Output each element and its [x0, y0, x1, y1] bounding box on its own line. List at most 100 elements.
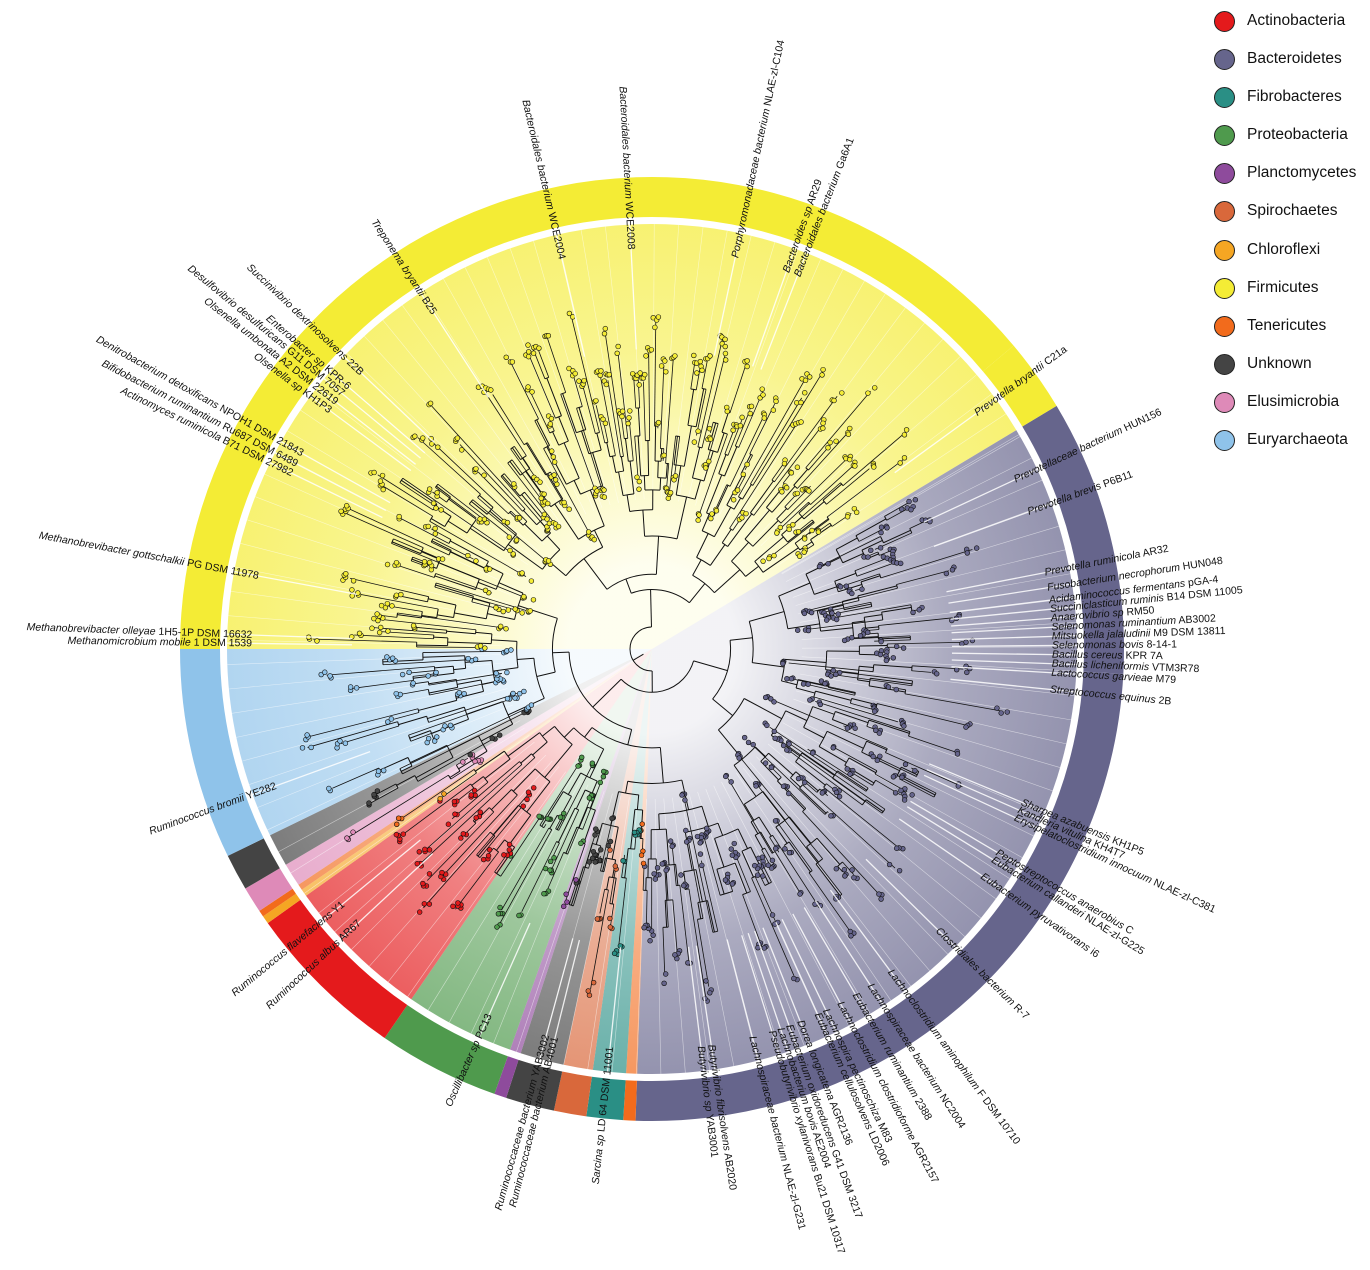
tree-branch: [724, 430, 734, 455]
tree-branch: [837, 671, 913, 682]
tree-branch: [781, 680, 798, 686]
tree-branch: [477, 835, 496, 857]
legend-label: Chloroflexi: [1247, 240, 1321, 258]
tree-branch: [820, 522, 831, 531]
fan-gap-line: [240, 543, 507, 612]
tip-node: [529, 389, 535, 395]
ring-segment-tenericutes: [623, 1080, 637, 1121]
tree-branch: [507, 462, 556, 525]
tree-branch: [397, 595, 428, 603]
tip-node: [536, 813, 542, 820]
tree-branch: [434, 665, 454, 669]
tip-node: [964, 550, 970, 556]
tip-node: [739, 515, 745, 521]
tree-arc: [634, 808, 643, 811]
tree-branch: [887, 641, 967, 645]
tree-branch: [747, 740, 826, 815]
tree-arc: [533, 658, 545, 699]
tree-arc: [701, 387, 707, 390]
tip-node: [527, 608, 533, 614]
tip-node: [385, 628, 391, 634]
tip-node: [839, 390, 845, 396]
tree-branch: [451, 761, 520, 820]
tip-node: [847, 928, 853, 935]
tree-arc: [754, 561, 764, 573]
tip-node: [672, 353, 678, 359]
fan-gap-line: [776, 413, 1007, 567]
taxon-leader-line: [829, 889, 909, 996]
taxon-leader-line: [695, 945, 717, 1075]
tip-node: [473, 558, 479, 564]
taxon-leader-line: [312, 383, 416, 465]
tip-node: [652, 324, 658, 331]
taxon-label: Bacteroidales bacterium WCE2004: [520, 99, 568, 261]
fan-gap-line: [587, 797, 630, 1070]
fan-gap-line: [756, 756, 948, 955]
tip-node: [488, 387, 494, 393]
tree-branch: [799, 787, 827, 814]
tree-branch: [499, 829, 553, 924]
tree-branch: [848, 757, 877, 774]
taxon-leader-line: [247, 750, 371, 797]
tree-branch: [449, 770, 461, 778]
tree-arc: [551, 618, 558, 673]
taxon-leader-line: [339, 352, 435, 443]
tree-branch: [797, 434, 847, 489]
tip-node: [807, 374, 813, 380]
tree-branch: [762, 791, 786, 821]
tree-branch: [501, 827, 550, 911]
tip-node: [773, 398, 779, 405]
tree-branch: [717, 432, 725, 453]
tip-node: [852, 725, 858, 731]
tree-branch: [326, 666, 435, 676]
tip-node: [384, 561, 391, 568]
tree-branch: [453, 667, 466, 671]
tree-arc: [824, 811, 828, 815]
tip-node: [841, 637, 848, 644]
tree-branch: [496, 839, 505, 851]
tree-branch: [447, 641, 492, 645]
tree-branch: [413, 681, 429, 685]
legend-label: Tenericutes: [1247, 316, 1327, 334]
tip-node: [634, 474, 640, 480]
fan-gap-line: [255, 496, 513, 596]
tree-branch: [413, 672, 455, 679]
tip-node: [439, 556, 446, 562]
tree-branch: [391, 541, 421, 555]
tree-branch: [447, 520, 468, 534]
tip-node: [304, 732, 310, 738]
tip-node: [420, 880, 426, 887]
tip-node: [441, 791, 447, 797]
tip-node: [772, 735, 778, 741]
tip-node: [835, 611, 841, 617]
legend-swatch: [1214, 315, 1235, 337]
tip-node: [707, 436, 714, 442]
tip-node: [566, 506, 572, 512]
tip-node: [600, 773, 607, 780]
tree-branch: [648, 349, 651, 441]
tree-branch: [665, 829, 670, 865]
tip-node: [375, 768, 382, 774]
legend-label: Actinobacteria: [1247, 12, 1346, 29]
tree-branch: [809, 684, 855, 696]
tree-arc: [911, 680, 913, 686]
tip-node: [829, 610, 835, 616]
tree-branch: [509, 360, 539, 420]
tree-branch: [626, 494, 631, 512]
tip-node: [750, 741, 756, 748]
tree-branch: [761, 849, 771, 865]
tree-branch: [532, 741, 548, 756]
tree-branch: [611, 456, 617, 473]
ring-segment-bacteroidetes: [635, 671, 1124, 1122]
tip-node: [337, 738, 343, 744]
tip-node: [460, 831, 466, 837]
tip-node: [606, 371, 612, 378]
tree-arc: [872, 664, 875, 672]
tree-branch: [734, 410, 751, 447]
tree-branch: [521, 841, 557, 912]
tip-node: [934, 671, 940, 677]
tip-node: [830, 745, 836, 751]
tip-node: [682, 797, 688, 803]
clade-fan-proteobacteria: [411, 649, 652, 1050]
